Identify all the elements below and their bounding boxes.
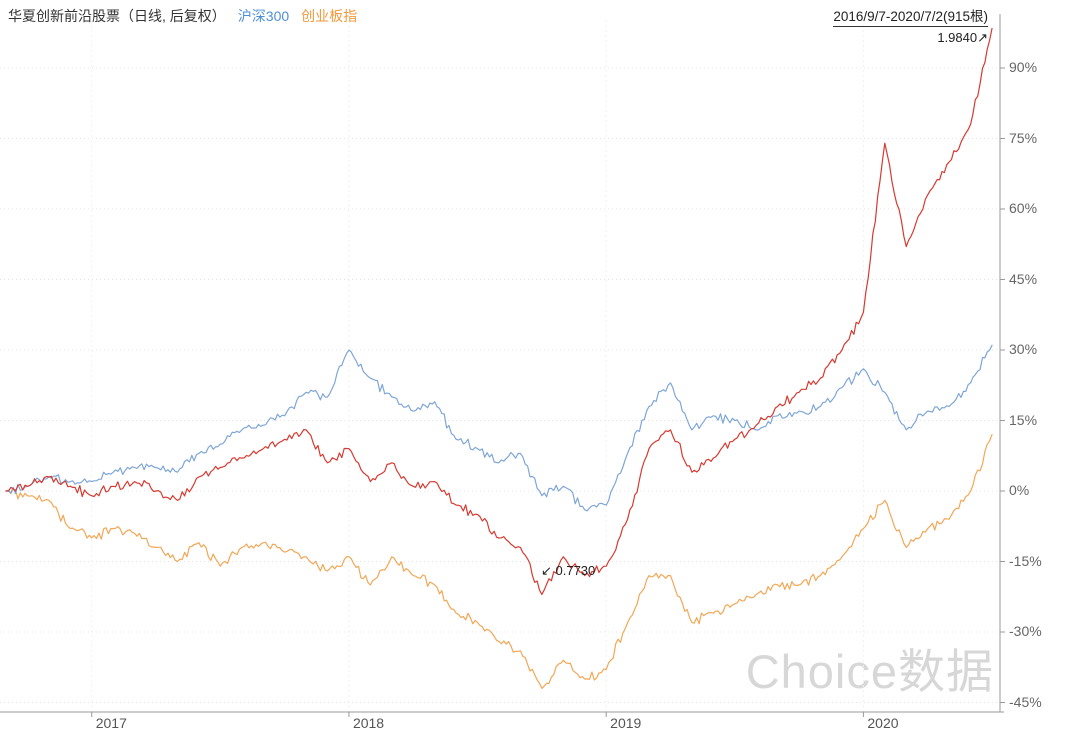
x-axis-tick-label: 2017 [95,715,127,731]
y-axis-tick-label: 0% [1009,482,1030,498]
y-axis-tick-label: 45% [1009,270,1038,287]
y-axis-tick-label: -30% [1009,623,1042,639]
legend-fund-name: 华夏创新前沿股票（日线, 后复权） [8,8,226,24]
legend-chinext: 创业板指 [301,8,358,24]
date-range-label: 2016/9/7-2020/7/2(915根) [833,5,988,27]
y-axis-tick-label: 90% [1009,59,1038,75]
x-axis-tick-label: 2019 [610,715,642,731]
min-value-label: ↙ 0.7730 [541,563,596,578]
x-axis-tick-label: 2020 [867,715,899,731]
y-axis-tick-label: 60% [1009,200,1038,216]
watermark-text: Choice数据 [745,645,994,698]
y-axis-tick-label: 15% [1009,411,1038,428]
x-axis-tick-label: 2018 [352,715,385,731]
legend: 华夏创新前沿股票（日线, 后复权） 沪深300 创业板指 [8,6,357,26]
y-axis-tick-label: 30% [1009,341,1038,357]
legend-hs300: 沪深300 [237,8,290,24]
y-axis-tick-label: -15% [1009,552,1042,569]
y-axis-tick-label: -45% [1009,693,1042,710]
y-axis-tick-label: 75% [1009,129,1038,146]
max-value-label: 1.9840↗ [937,30,988,45]
